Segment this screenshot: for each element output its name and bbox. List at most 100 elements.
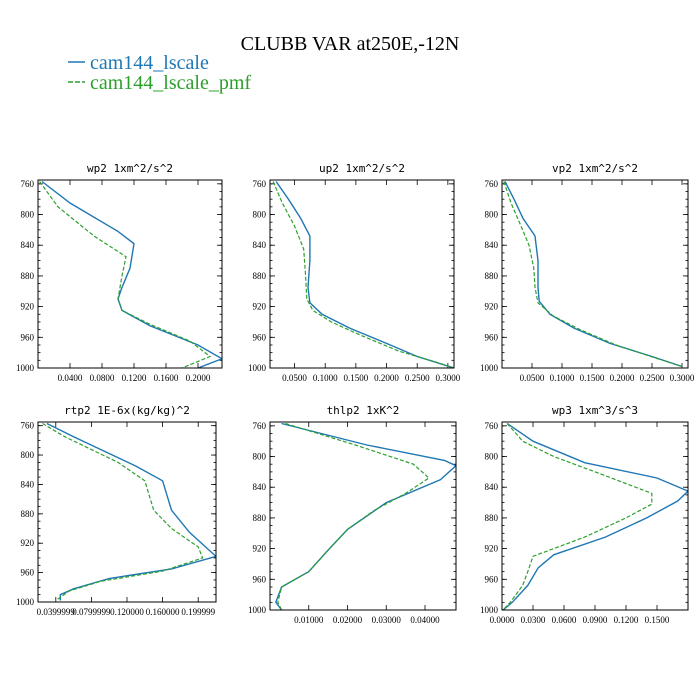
plot-frame — [269, 179, 455, 369]
x-tick-label: 0.0600 — [552, 615, 577, 625]
y-tick-label: 760 — [253, 179, 267, 189]
plot-frame — [269, 421, 457, 611]
x-tick-label: 0.1000 — [550, 373, 575, 383]
panel-title: thlp2 1xK^2 — [327, 404, 400, 417]
panel-0: wp2 1xm^2/s^2 760 800 840 880 920 960 1000 0.040… — [16, 162, 223, 383]
y-tick-label: 880 — [253, 513, 267, 523]
y-tick-label: 760 — [253, 421, 267, 431]
legend-label-0: cam144_lscale — [90, 52, 209, 74]
x-tick-label: 0.1200 — [122, 373, 147, 383]
panel-5: wp3 1xm^3/s^3 760 800 840 880 920 960 10000.000… — [480, 404, 689, 625]
x-tick-label: 0.0400 — [58, 373, 83, 383]
plot-frame — [501, 421, 689, 611]
x-tick-label: 0.2500 — [405, 373, 430, 383]
y-tick-label: 1000 — [248, 363, 267, 373]
y-tick-label: 800 — [21, 450, 35, 460]
series-line-cam144_lscale_pmf — [503, 181, 683, 368]
y-tick-label: 760 — [485, 179, 499, 189]
y-tick-label: 840 — [253, 240, 267, 250]
y-tick-label: 880 — [485, 513, 499, 523]
x-tick-label: 0.02000 — [333, 615, 363, 625]
x-tick-label: 0.0399999 — [37, 607, 76, 617]
y-tick-label: 760 — [21, 179, 35, 189]
panel-1: up2 1xm^2/s^2 760 800 840 880 920 960 1000 0.050… — [248, 162, 461, 383]
legend-label-1: cam144_lscale_pmf — [90, 72, 251, 94]
x-tick-label: 0.1000 — [313, 373, 338, 383]
y-tick-label: 800 — [485, 210, 499, 220]
series-line-cam144_lscale_pmf — [272, 181, 454, 368]
y-tick-label: 1000 — [480, 605, 499, 615]
series-line-cam144_lscale — [46, 422, 216, 601]
y-tick-label: 920 — [485, 302, 499, 312]
x-tick-label: 0.1200 — [614, 615, 639, 625]
series-line-cam144_lscale — [504, 181, 683, 368]
panel-title: rtp2 1E-6x(kg/kg)^2 — [64, 404, 190, 417]
x-tick-label: 0.2000 — [610, 373, 635, 383]
series-line-cam144_lscale_pmf — [277, 422, 430, 610]
series-line-cam144_lscale_pmf — [39, 181, 212, 368]
y-tick-label: 880 — [21, 509, 35, 519]
panel-title: wp3 1xm^3/s^3 — [552, 404, 638, 417]
legend-entry-1: cam144_lscale_pmf — [68, 72, 251, 94]
x-tick-label: 0.04000 — [410, 615, 440, 625]
x-tick-label: 0.1500 — [645, 615, 670, 625]
y-tick-label: 840 — [21, 240, 35, 250]
y-tick-label: 1000 — [480, 363, 499, 373]
y-tick-label: 920 — [21, 538, 35, 548]
y-tick-label: 760 — [485, 421, 499, 431]
y-tick-label: 960 — [253, 574, 267, 584]
y-tick-label: 880 — [485, 271, 499, 281]
y-tick-label: 920 — [253, 302, 267, 312]
panel-2: vp2 1xm^2/s^2 760 800 840 880 920 960 1000 0.050… — [480, 162, 695, 383]
panel-title: up2 1xm^2/s^2 — [319, 162, 405, 175]
y-tick-label: 800 — [253, 210, 267, 220]
x-tick-label: 0.199999 — [181, 607, 215, 617]
y-tick-label: 920 — [253, 544, 267, 554]
y-tick-label: 760 — [21, 421, 35, 431]
x-tick-label: 0.01000 — [294, 615, 324, 625]
legend-entry-0: cam144_lscale — [68, 52, 209, 74]
x-tick-label: 0.1500 — [343, 373, 368, 383]
series-line-cam144_lscale — [502, 422, 688, 610]
panel-title: vp2 1xm^2/s^2 — [552, 162, 638, 175]
y-tick-label: 960 — [485, 332, 499, 342]
y-tick-label: 1000 — [16, 597, 35, 607]
x-tick-label: 0.2000 — [186, 373, 211, 383]
y-tick-label: 960 — [485, 574, 499, 584]
x-tick-label: 0.160000 — [146, 607, 180, 617]
x-tick-label: 0.3000 — [435, 373, 460, 383]
x-tick-label: 0.120000 — [110, 607, 144, 617]
y-tick-label: 840 — [253, 482, 267, 492]
legend: cam144_lscale cam144_lscale_pmf — [68, 52, 251, 94]
series-line-cam144_lscale — [41, 180, 222, 368]
x-tick-label: 0.2000 — [374, 373, 399, 383]
y-tick-label: 920 — [485, 544, 499, 554]
panel-4: thlp2 1xK^2 760 800 840 880 920 960 1000 0.01000… — [248, 404, 457, 625]
x-tick-label: 0.03000 — [372, 615, 402, 625]
x-tick-label: 0.0300 — [521, 615, 546, 625]
series-line-cam144_lscale — [275, 181, 454, 368]
y-tick-label: 840 — [21, 479, 35, 489]
series-line-cam144_lscale_pmf — [502, 423, 653, 610]
x-tick-label: 0.0800 — [90, 373, 115, 383]
x-tick-label: 0.1500 — [580, 373, 605, 383]
y-tick-label: 960 — [253, 332, 267, 342]
x-tick-label: 0.1600 — [154, 373, 179, 383]
y-tick-label: 800 — [253, 452, 267, 462]
y-tick-label: 840 — [485, 482, 499, 492]
plot-frame — [37, 179, 223, 369]
plot-frame — [37, 421, 217, 603]
x-tick-label: 0.0799999 — [72, 607, 111, 617]
x-tick-label: 0.0900 — [583, 615, 608, 625]
y-tick-label: 920 — [21, 302, 35, 312]
y-tick-label: 880 — [253, 271, 267, 281]
y-tick-label: 960 — [21, 332, 35, 342]
y-tick-label: 960 — [21, 568, 35, 578]
series-line-cam144_lscale_pmf — [42, 422, 204, 601]
y-tick-label: 880 — [21, 271, 35, 281]
panel-3: rtp2 1E-6x(kg/kg)^2 760 800 840 880 920 960 100… — [16, 404, 217, 617]
panel-title: wp2 1xm^2/s^2 — [87, 162, 173, 175]
x-tick-label: 0.0500 — [520, 373, 545, 383]
panels: wp2 1xm^2/s^2 760 800 840 880 920 960 1000 0.040… — [16, 162, 695, 625]
